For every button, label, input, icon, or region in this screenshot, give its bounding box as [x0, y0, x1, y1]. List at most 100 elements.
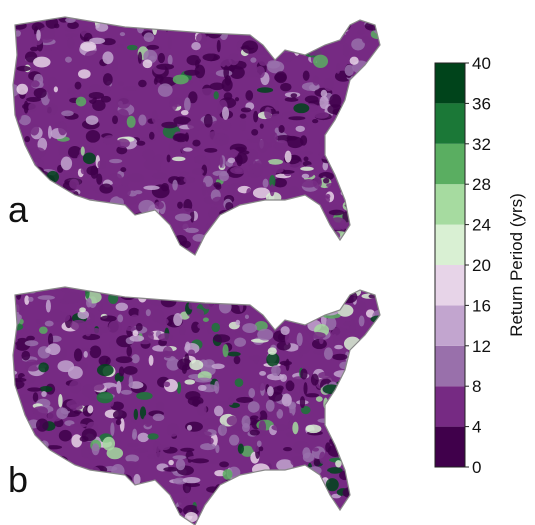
map-cell: [231, 411, 241, 416]
map-cell: [103, 135, 117, 145]
map-cell: [168, 460, 173, 465]
map-cell: [360, 413, 377, 420]
map-cell: [227, 214, 233, 226]
map-cell: [1, 301, 10, 308]
map-cell: [327, 126, 337, 136]
map-cell: [210, 516, 219, 525]
map-cell: [264, 277, 270, 285]
map-cell: [37, 447, 44, 460]
map-cell: [276, 13, 293, 23]
map-cell: [298, 201, 305, 214]
map-cell: [149, 132, 154, 140]
map-cell: [7, 174, 12, 187]
map-cell: [219, 171, 229, 181]
map-cell: [283, 447, 292, 451]
map-cell: [248, 388, 255, 398]
map-cell: [127, 45, 138, 50]
map-cell: [204, 291, 215, 296]
map-cell: [345, 388, 355, 395]
map-cell: [218, 283, 230, 290]
map-cell: [84, 351, 88, 358]
map-cell: [17, 66, 31, 72]
colorbar: 0481216202428323640: [435, 54, 491, 477]
map-cell: [180, 448, 194, 452]
map-cell: [241, 287, 255, 297]
map-cell: [214, 278, 230, 288]
map-cell: [114, 394, 123, 398]
map-cell: [281, 514, 295, 525]
map-cell: [76, 5, 82, 10]
map-cell: [132, 429, 137, 439]
map-cell: [195, 378, 212, 383]
map-cell: [215, 15, 220, 22]
map-cell: [234, 273, 249, 280]
map-cell: [267, 386, 274, 396]
map-cell: [336, 134, 352, 145]
map-cell: [380, 162, 385, 171]
map-cell: [52, 459, 64, 470]
map-cell: [302, 447, 310, 458]
map-cell: [99, 14, 113, 19]
map-cell: [291, 93, 298, 98]
map-cell: [365, 404, 379, 415]
map-cell: [108, 321, 122, 334]
map-cell: [157, 282, 164, 294]
map-cell: [346, 235, 360, 249]
map-cell: [380, 11, 385, 18]
map-cell: [163, 11, 175, 23]
map-cell: [117, 314, 123, 322]
map-cell: [294, 242, 307, 256]
map-cell: [1, 362, 12, 369]
map-cell: [365, 279, 375, 288]
map-cell: [213, 182, 221, 188]
map-cell: [304, 157, 309, 162]
map-cell: [214, 91, 219, 99]
map-cell: [359, 384, 368, 397]
map-cell: [223, 469, 233, 480]
map-cell: [70, 518, 86, 525]
map-cell: [282, 394, 292, 407]
map-cell: [277, 515, 294, 525]
map-cell: [28, 103, 37, 113]
map-cell: [203, 242, 220, 256]
map-cell: [138, 52, 142, 64]
map-cell: [184, 70, 200, 76]
map-cell: [356, 301, 366, 311]
map-cell: [328, 231, 340, 240]
map-cell: [377, 50, 387, 60]
map-cell: [67, 38, 75, 49]
map-cell: [135, 11, 145, 18]
map-cell: [280, 83, 291, 92]
map-cell: [344, 118, 358, 127]
map-cell: [345, 380, 350, 385]
map-cell: [275, 474, 289, 486]
map-cell: [198, 385, 207, 391]
map-cell: [143, 59, 153, 68]
map-cell: [318, 286, 333, 297]
map-a: [0, 0, 393, 270]
map-cell: [181, 110, 189, 115]
map-cell: [294, 46, 300, 55]
map-cell: [154, 201, 164, 209]
map-cell: [303, 493, 314, 498]
map-cell: [368, 449, 373, 462]
map-cell: [334, 413, 340, 419]
map-cell: [264, 231, 269, 244]
map-cell: [159, 261, 167, 265]
map-cell: [175, 16, 184, 24]
map-cell: [341, 378, 346, 382]
map-cell: [303, 382, 307, 395]
map-cell: [295, 151, 313, 156]
map-cell: [257, 440, 262, 447]
map-cell: [351, 211, 361, 221]
map-cell: [4, 236, 12, 248]
map-cell: [70, 424, 87, 428]
map-cell: [67, 87, 77, 94]
map-cell: [203, 418, 219, 427]
map-cell: [334, 345, 343, 349]
map-cell: [357, 30, 366, 35]
map-cell: [99, 184, 113, 194]
map-cell: [117, 238, 126, 249]
map-cell: [258, 215, 272, 223]
map-cell: [344, 337, 361, 351]
